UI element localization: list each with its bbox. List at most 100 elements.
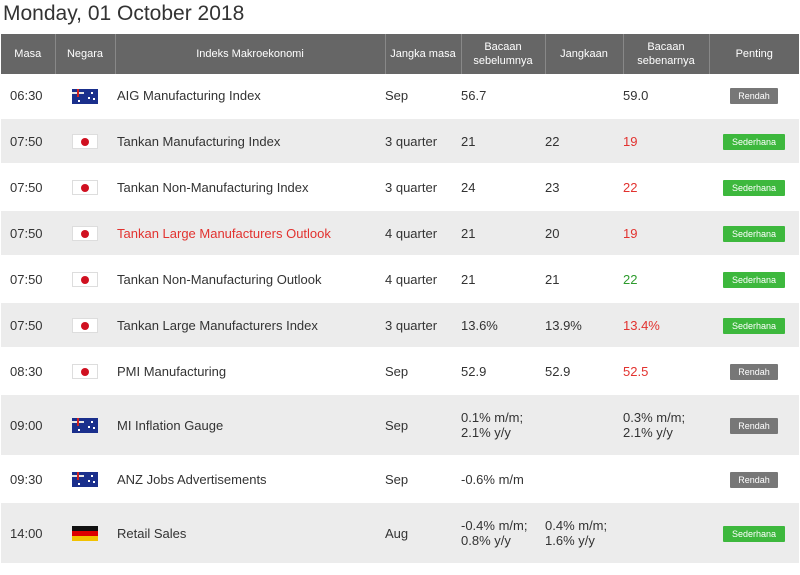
event-period: 3 quarter [385, 118, 461, 165]
australia-flag-icon [72, 88, 98, 104]
event-period: Sep [385, 394, 461, 457]
event-period: 4 quarter [385, 256, 461, 303]
table-row[interactable]: 09:00 MI Inflation Gauge Sep 0.1% m/m; 2… [1, 394, 799, 457]
forecast-value: 22 [545, 118, 623, 165]
importance-badge: Sederhana [723, 317, 785, 334]
col-header-importance: Penting [709, 34, 799, 74]
event-period: Sep [385, 456, 461, 503]
forecast-value [545, 456, 623, 503]
table-row[interactable]: 09:30 ANZ Jobs Advertisements Sep -0.6% … [1, 456, 799, 503]
importance-badge: Rendah [730, 417, 778, 434]
japan-flag-icon [72, 180, 98, 196]
event-time: 08:30 [1, 348, 55, 395]
event-time: 07:50 [1, 118, 55, 165]
importance-badge: Rendah [730, 471, 778, 488]
event-name[interactable]: Tankan Manufacturing Index [115, 118, 385, 165]
col-header-actual: Bacaan sebenarnya [623, 34, 710, 74]
event-period: Sep [385, 74, 461, 119]
page-title: Monday, 01 October 2018 [3, 2, 245, 25]
previous-value: 13.6% [461, 302, 545, 349]
previous-value: 56.7 [461, 74, 545, 119]
event-name[interactable]: Tankan Non-Manufacturing Outlook [115, 256, 385, 303]
importance-badge: Sederhana [723, 525, 785, 542]
table-row[interactable]: 07:50 Tankan Large Manufacturers Outlook… [1, 210, 799, 257]
col-header-country: Negara [55, 34, 116, 74]
forecast-value [545, 394, 623, 457]
forecast-value: 13.9% [545, 302, 623, 349]
event-name[interactable]: Retail Sales [115, 502, 385, 565]
event-time: 09:00 [1, 394, 55, 457]
actual-value [623, 456, 709, 503]
previous-value: 0.1% m/m; 2.1% y/y [461, 394, 545, 457]
event-name[interactable]: ANZ Jobs Advertisements [115, 456, 385, 503]
importance-badge: Rendah [730, 88, 778, 104]
actual-value: 52.5 [623, 348, 709, 395]
event-time: 14:00 [1, 502, 55, 565]
previous-value: 24 [461, 164, 545, 211]
event-name[interactable]: Tankan Large Manufacturers Index [115, 302, 385, 349]
australia-flag-icon [72, 472, 98, 488]
previous-value: -0.4% m/m; 0.8% y/y [461, 502, 545, 565]
event-time: 07:50 [1, 302, 55, 349]
forecast-value [545, 74, 623, 119]
previous-value: 21 [461, 118, 545, 165]
forecast-value: 0.4% m/m; 1.6% y/y [545, 502, 623, 565]
event-time: 07:50 [1, 256, 55, 303]
col-header-forecast: Jangkaan [545, 34, 624, 74]
previous-value: 21 [461, 210, 545, 257]
event-time: 09:30 [1, 456, 55, 503]
table-row[interactable]: 06:30 AIG Manufacturing Index Sep 56.7 5… [1, 74, 799, 119]
table-row[interactable]: 07:50 Tankan Large Manufacturers Index 3… [1, 302, 799, 349]
event-name[interactable]: Tankan Large Manufacturers Outlook [115, 210, 385, 257]
event-period: Sep [385, 348, 461, 395]
table-row[interactable]: 14:00 Retail Sales Aug -0.4% m/m; 0.8% y… [1, 502, 799, 565]
event-name[interactable]: MI Inflation Gauge [115, 394, 385, 457]
previous-value: -0.6% m/m [461, 456, 545, 503]
forecast-value: 20 [545, 210, 623, 257]
actual-value: 22 [623, 164, 709, 211]
actual-value: 0.3% m/m; 2.1% y/y [623, 394, 709, 457]
event-name[interactable]: PMI Manufacturing [115, 348, 385, 395]
table-row[interactable]: 08:30 PMI Manufacturing Sep 52.9 52.9 52… [1, 348, 799, 395]
japan-flag-icon [72, 226, 98, 242]
importance-badge: Sederhana [723, 179, 785, 196]
forecast-value: 52.9 [545, 348, 623, 395]
japan-flag-icon [72, 318, 98, 334]
event-time: 07:50 [1, 164, 55, 211]
table-row[interactable]: 07:50 Tankan Non-Manufacturing Outlook 4… [1, 256, 799, 303]
event-period: 3 quarter [385, 164, 461, 211]
australia-flag-icon [72, 418, 98, 434]
forecast-value: 23 [545, 164, 623, 211]
event-name[interactable]: AIG Manufacturing Index [115, 74, 385, 119]
importance-badge: Sederhana [723, 271, 785, 288]
table-row[interactable]: 07:50 Tankan Non-Manufacturing Index 3 q… [1, 164, 799, 211]
actual-value: 19 [623, 210, 709, 257]
col-header-time: Masa [1, 34, 56, 74]
actual-value: 19 [623, 118, 709, 165]
previous-value: 52.9 [461, 348, 545, 395]
event-period: 3 quarter [385, 302, 461, 349]
col-header-period: Jangka masa [385, 34, 462, 74]
germany-flag-icon [72, 526, 98, 542]
event-time: 07:50 [1, 210, 55, 257]
actual-value: 59.0 [623, 74, 709, 119]
event-period: Aug [385, 502, 461, 565]
table-header-row: Masa Negara Indeks Makroekonomi Jangka m… [1, 34, 799, 74]
table-row[interactable]: 07:50 Tankan Manufacturing Index 3 quart… [1, 118, 799, 165]
actual-value [623, 502, 709, 565]
importance-badge: Rendah [730, 363, 778, 380]
importance-badge: Sederhana [723, 225, 785, 242]
economic-calendar-table: Masa Negara Indeks Makroekonomi Jangka m… [1, 34, 799, 565]
importance-badge: Sederhana [723, 133, 785, 150]
actual-value: 22 [623, 256, 709, 303]
japan-flag-icon [72, 364, 98, 380]
event-name[interactable]: Tankan Non-Manufacturing Index [115, 164, 385, 211]
event-period: 4 quarter [385, 210, 461, 257]
col-header-index: Indeks Makroekonomi [115, 34, 386, 74]
japan-flag-icon [72, 272, 98, 288]
col-header-previous: Bacaan sebelumnya [461, 34, 546, 74]
forecast-value: 21 [545, 256, 623, 303]
event-time: 06:30 [1, 74, 55, 119]
actual-value: 13.4% [623, 302, 709, 349]
previous-value: 21 [461, 256, 545, 303]
